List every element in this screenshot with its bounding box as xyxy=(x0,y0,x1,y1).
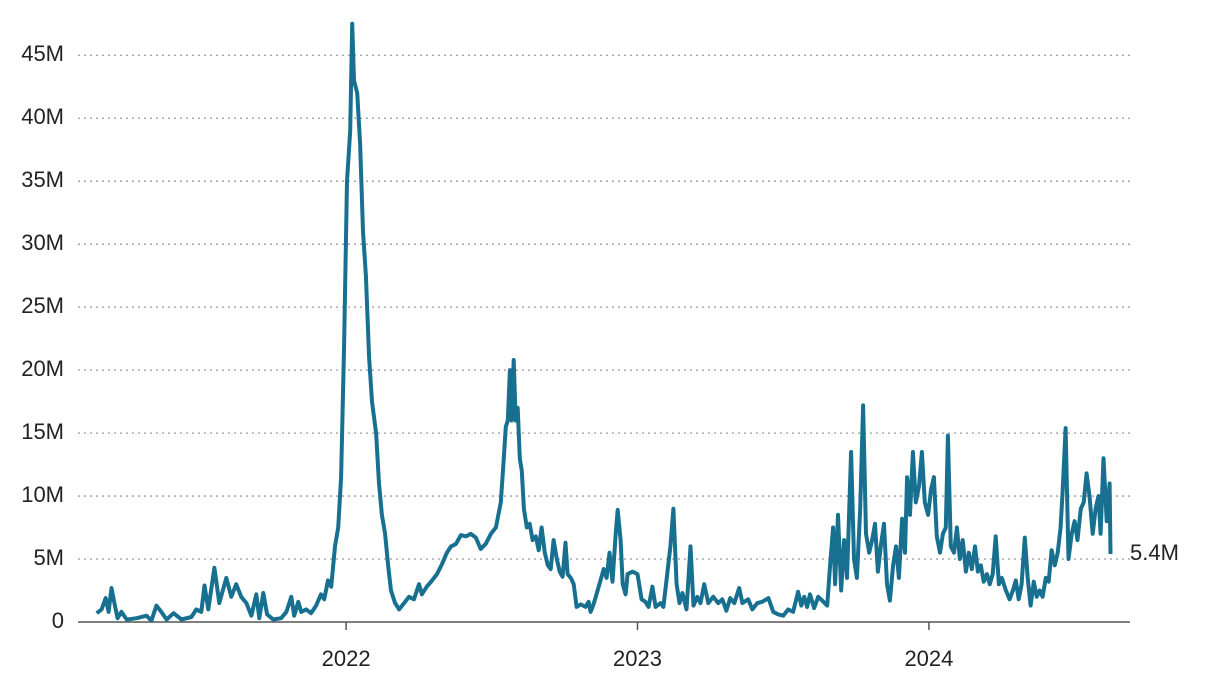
y-tick-label: 40M xyxy=(21,104,64,129)
y-tick-label: 35M xyxy=(21,167,64,192)
end-label: 5.4M xyxy=(1130,540,1179,565)
data-line xyxy=(95,21,1113,623)
x-tick-label: 2024 xyxy=(904,646,953,671)
y-tick-label: 25M xyxy=(21,293,64,318)
y-tick-label: 5M xyxy=(33,545,64,570)
y-tick-label: 15M xyxy=(21,419,64,444)
x-tick-label: 2022 xyxy=(322,646,371,671)
y-tick-label: 0 xyxy=(52,608,64,633)
x-tick-label: 2023 xyxy=(613,646,662,671)
y-tick-label: 45M xyxy=(21,41,64,66)
y-tick-label: 30M xyxy=(21,230,64,255)
y-tick-label: 20M xyxy=(21,356,64,381)
y-tick-label: 10M xyxy=(21,482,64,507)
